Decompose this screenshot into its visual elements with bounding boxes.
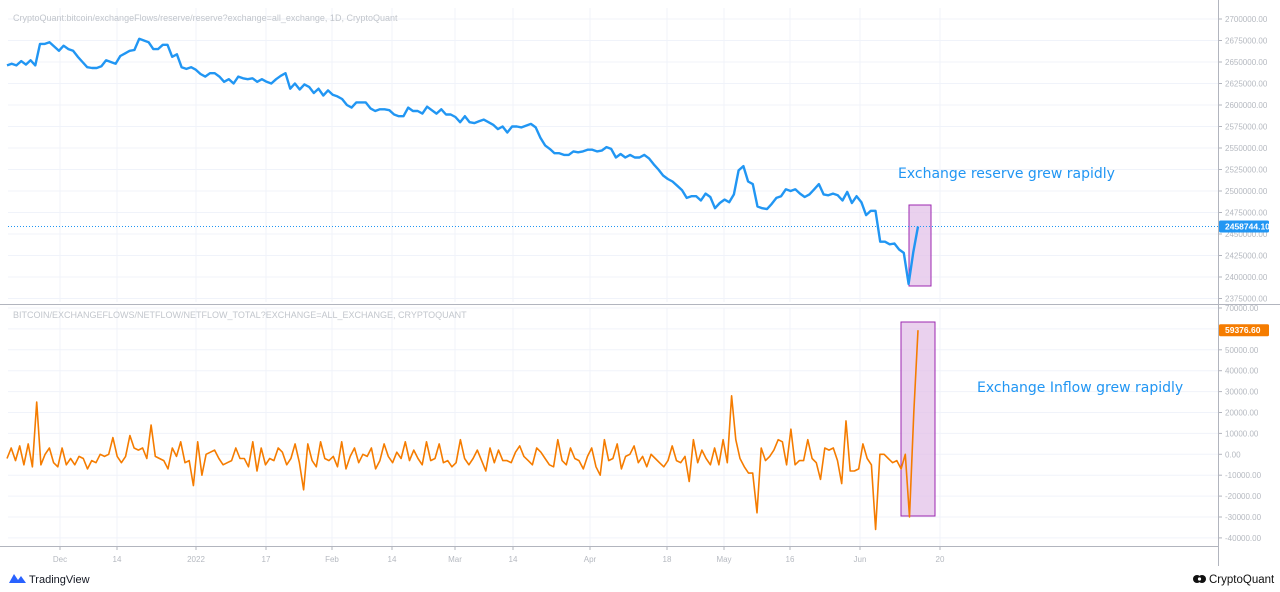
x-tick-label: Apr [584, 555, 597, 564]
tradingview-icon [9, 574, 26, 583]
reserve-series-title: CryptoQuant:bitcoin/exchangeFlows/reserv… [13, 13, 398, 23]
y-tick-label: 0.00 [1225, 450, 1241, 459]
y-tick-label: 2425000.00 [1225, 252, 1268, 261]
y-tick-label: 2550000.00 [1225, 144, 1268, 153]
reserve-line[interactable] [6, 37, 920, 286]
annotations: Exchange reserve grew rapidly Exchange In… [898, 166, 1183, 396]
netflow-last-value-tag: 59376.60 [1219, 324, 1269, 337]
y-tick-label: 2450000.00 [1225, 230, 1268, 239]
y-tick-label: 2525000.00 [1225, 166, 1268, 175]
grid [8, 8, 1218, 546]
cryptoquant-logo[interactable]: CryptoQuant [1193, 574, 1275, 586]
x-tick-label: Mar [448, 555, 462, 564]
netflow-highlight-box[interactable] [900, 321, 936, 517]
y-tick-label: -30000.00 [1225, 513, 1262, 522]
netflow-annotation[interactable]: Exchange Inflow grew rapidly [977, 380, 1183, 396]
cryptoquant-icon [1193, 575, 1206, 583]
x-tick-label: 14 [388, 555, 397, 564]
price-axis[interactable]: 2700000.00 2675000.00 2650000.00 2625000.00… [1218, 15, 1270, 543]
tradingview-logo[interactable]: TradingView [9, 574, 90, 586]
x-tick-label: Feb [325, 555, 339, 564]
netflow-line[interactable] [6, 330, 919, 531]
y-tick-label: 2500000.00 [1225, 187, 1268, 196]
y-tick-label: 10000.00 [1225, 429, 1259, 438]
y-tick-label: 30000.00 [1225, 388, 1259, 397]
netflow-last-value-tag-text: 59376.60 [1225, 325, 1261, 335]
y-tick-label: -10000.00 [1225, 471, 1262, 480]
y-tick-label: 2675000.00 [1225, 37, 1268, 46]
x-tick-label: 17 [262, 555, 271, 564]
x-tick-label: 18 [663, 555, 672, 564]
reserve-last-value-tag: 2458744.10 [1219, 220, 1270, 233]
y-tick-label: 50000.00 [1225, 346, 1259, 355]
y-tick-label: 2700000.00 [1225, 15, 1268, 24]
y-tick-label: 2600000.00 [1225, 101, 1268, 110]
pane-frames [0, 0, 1280, 566]
y-tick-label: 2575000.00 [1225, 123, 1268, 132]
y-tick-label: 40000.00 [1225, 367, 1259, 376]
reserve-highlight-box[interactable] [908, 204, 932, 287]
netflow-series-title: BITCOIN/EXCHANGEFLOWS/NETFLOW/NETFLOW_TO… [13, 310, 467, 320]
x-tick-label: 2022 [187, 555, 205, 564]
series-lines [6, 37, 1218, 531]
x-tick-label: 14 [113, 555, 122, 564]
y-tick-label: 20000.00 [1225, 409, 1259, 418]
reserve-annotation[interactable]: Exchange reserve grew rapidly [898, 166, 1115, 182]
y-tick-label: 2625000.00 [1225, 80, 1268, 89]
reserve-last-value-tag-text: 2458744.10 [1225, 221, 1270, 231]
y-tick-label: 70000.00 [1225, 304, 1259, 313]
x-tick-label: 16 [786, 555, 795, 564]
x-tick-label: Jun [854, 555, 867, 564]
y-tick-label: 2650000.00 [1225, 58, 1268, 67]
x-tick-label: May [716, 555, 731, 564]
tradingview-brand-text: TradingView [29, 574, 90, 586]
y-tick-label: 2375000.00 [1225, 295, 1268, 304]
cryptoquant-brand-text: CryptoQuant [1209, 574, 1275, 586]
y-tick-label: 2475000.00 [1225, 209, 1268, 218]
y-tick-label: -20000.00 [1225, 492, 1262, 501]
x-tick-label: 14 [509, 555, 518, 564]
x-tick-label: 20 [936, 555, 945, 564]
y-tick-label: 2400000.00 [1225, 273, 1268, 282]
y-tick-label: -40000.00 [1225, 534, 1262, 543]
time-axis[interactable]: Dec 14 2022 17 Feb 14 Mar 14 Apr 18 May 16 Jun 20 [53, 546, 945, 564]
x-tick-label: Dec [53, 555, 67, 564]
